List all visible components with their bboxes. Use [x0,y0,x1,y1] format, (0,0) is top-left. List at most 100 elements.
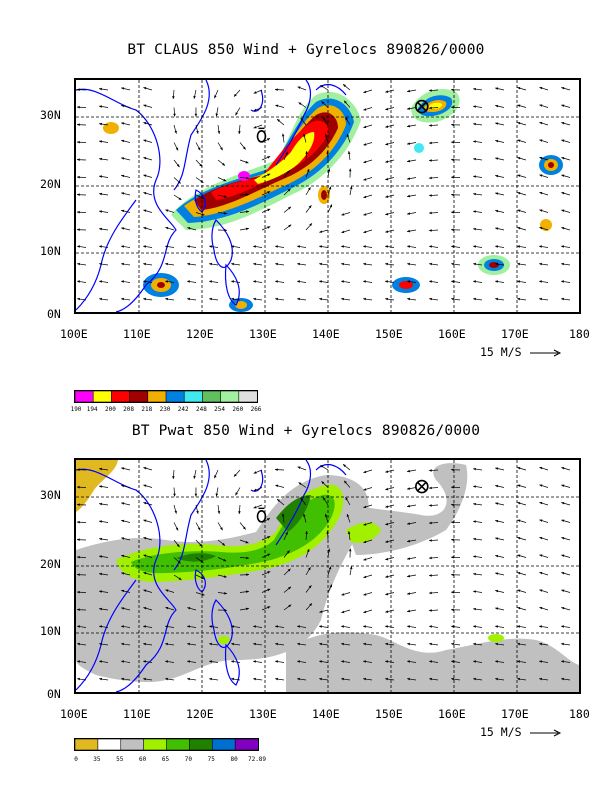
wind-arrowhead [143,501,147,505]
wind-arrowhead [341,642,344,646]
wind-arrowhead [407,245,410,248]
wind-arrowhead [300,117,304,121]
wind-arrowhead [473,175,476,178]
wind-arrowhead [99,262,102,266]
wind-arrowhead [561,642,564,646]
wind-arrowhead [143,536,147,540]
wind-arrowhead [473,280,476,283]
wind-arrowhead [495,280,498,283]
wind-arrowhead [539,606,543,610]
wind-arrowhead [385,245,388,248]
wind-arrowhead [319,230,323,233]
wind-arrowhead [121,209,125,213]
wind-arrowhead [121,537,125,540]
wind-arrowhead [143,660,146,663]
wind-scale-label: 15 M/S [480,725,522,739]
wind-arrowhead [233,473,237,477]
legend-swatch [183,391,203,402]
color-legend [74,390,258,403]
wind-arrowhead [429,106,432,110]
wind-arrowhead [363,488,367,491]
wind-arrowhead [288,604,292,608]
wind-arrowhead [517,86,521,90]
wind-arrowhead [77,573,80,576]
legend-value-label: 72.89 [247,756,267,763]
wind-arrowhead [495,87,499,90]
wind-arrowhead [517,139,521,143]
coastline [76,460,347,692]
wind-arrowhead [539,554,543,557]
lon-label: 120E [186,707,214,721]
wind-arrowhead [495,122,499,125]
wind-arrowhead [143,209,147,212]
wind-arrowhead [121,625,124,628]
wind-arrowhead [187,677,190,681]
wind-arrowhead [277,119,281,122]
wind-arrowhead [99,140,102,143]
wind-arrowhead [363,213,367,216]
wind-arrowhead [266,138,270,141]
wind-arrowhead [165,262,168,266]
wind-arrowhead [177,180,181,184]
wind-arrowhead [99,520,102,523]
wind-arrowhead [327,548,331,552]
wind-arrowhead [429,574,432,577]
wind-arrowhead [363,230,367,234]
wind-arrowhead [495,157,499,160]
gyre-x-stroke [417,481,427,492]
wind-arrowhead [320,85,324,88]
wind-arrowhead [246,193,249,196]
wind-arrowhead [429,591,432,595]
wind-arrowhead [451,590,454,594]
wind-scale-label: 15 M/S [480,345,522,359]
wind-arrowhead [385,610,389,613]
wind-arrowhead [286,170,290,174]
lon-label: 150E [375,327,403,341]
wind-arrowhead [561,192,565,195]
wind-arrowhead [121,192,125,195]
legend-value-label: 190 [70,406,82,413]
legend-value-label: 254 [214,406,226,413]
wind-arrowhead [341,610,345,614]
wind-arrowhead [253,471,257,474]
wind-arrowhead [319,262,322,266]
wind-arrowhead [407,487,411,490]
wind-arrowhead [363,523,367,526]
wind-arrowhead [363,262,366,266]
wind-arrowhead [473,485,476,488]
wind-arrowhead [473,642,476,646]
legend-swatch [166,739,190,750]
wind-arrowhead [329,204,332,208]
wind-arrowhead [319,625,322,628]
color-legend [74,738,259,751]
wind-arrowhead [328,566,332,570]
wind-arrowhead [495,174,499,178]
wind-arrowhead [187,280,190,283]
legend-swatches [75,739,258,750]
wind-arrowhead [209,280,212,283]
lon-label: 160E [438,707,466,721]
wind-arrowhead [539,139,543,142]
wind-arrowhead [495,519,499,523]
wind-arrowhead [495,139,499,143]
wind-arrowhead [363,245,366,248]
wind-arrowhead [451,140,454,144]
wind-arrowhead [77,297,80,301]
wind-arrowhead [451,262,454,266]
wind-arrowhead [231,245,234,248]
wind-arrowhead [77,105,80,109]
legend-swatch [238,391,257,402]
wind-arrowhead [539,121,543,125]
wind-arrowhead [143,104,147,107]
wind-arrowhead [517,625,520,628]
wind-arrowhead [201,196,205,199]
wind-arrowhead [495,245,498,248]
wind-arrowhead [329,584,332,588]
legend-value-label: 194 [86,406,98,413]
wind-arrowhead [473,590,476,593]
wind-arrowhead [286,550,290,554]
wind-arrowhead [165,280,168,283]
wind-arrowhead [165,297,168,301]
wind-arrowhead [246,590,249,594]
wind-arrowhead [517,642,520,646]
